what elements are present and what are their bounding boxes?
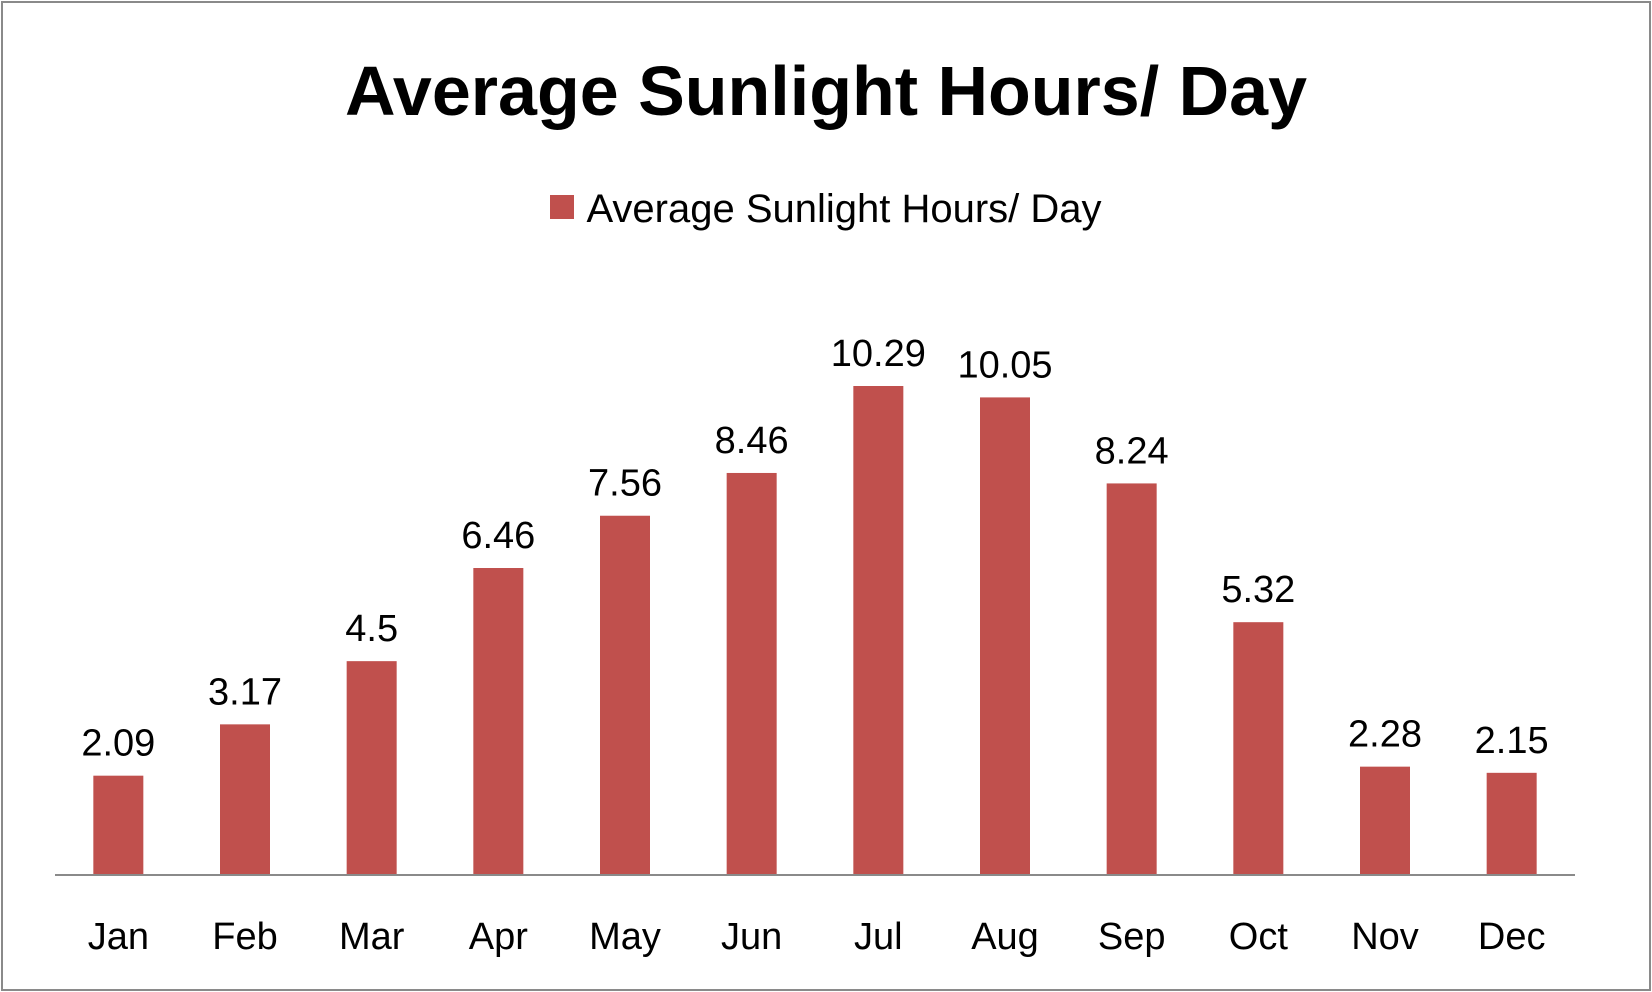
bar-dec [1486, 772, 1537, 875]
x-tick-label-jul: Jul [854, 916, 903, 958]
x-tick-label-jan: Jan [88, 916, 149, 958]
x-tick-label-jun: Jun [721, 916, 782, 958]
value-labels-group: 2.09 3.17 4.5 6.46 7.56 8.46 10.29 10.05 8.24 5.3… [81, 333, 1548, 765]
data-label-feb: 3.17 [208, 671, 282, 713]
data-label-jan: 2.09 [81, 723, 155, 765]
bar-sep [1106, 483, 1157, 875]
bar-feb [220, 724, 270, 875]
bar-aug [980, 397, 1030, 875]
legend-swatch [550, 195, 575, 220]
legend-label: Average Sunlight Hours/ Day [586, 187, 1102, 231]
data-label-may: 7.56 [588, 463, 662, 505]
bar-nov [1360, 766, 1410, 875]
x-tick-label-aug: Aug [971, 916, 1039, 958]
x-tick-label-apr: Apr [469, 916, 528, 958]
legend: Average Sunlight Hours/ Day [3, 187, 1649, 232]
data-label-jun: 8.46 [715, 420, 789, 462]
chart-title: Average Sunlight Hours/ Day [344, 52, 1308, 130]
x-tick-label-may: May [589, 916, 661, 958]
data-label-dec: 2.15 [1475, 720, 1549, 762]
bar-jul [853, 386, 904, 875]
data-label-sep: 8.24 [1095, 430, 1169, 472]
bar-mar [346, 661, 397, 875]
x-tick-label-oct: Oct [1229, 916, 1289, 958]
data-label-jul: 10.29 [831, 333, 926, 375]
x-tick-label-feb: Feb [212, 916, 277, 958]
bar-jun [726, 472, 777, 875]
data-label-apr: 6.46 [461, 515, 535, 557]
x-tick-label-sep: Sep [1098, 916, 1166, 958]
data-label-oct: 5.32 [1221, 569, 1295, 611]
plot-area: 2.09 3.17 4.5 6.46 7.56 8.46 10.29 10.05 8.24 5.3… [55, 333, 1575, 958]
data-label-nov: 2.28 [1348, 714, 1422, 756]
data-label-mar: 4.5 [345, 608, 398, 650]
x-tick-label-dec: Dec [1478, 916, 1546, 958]
bar-oct [1233, 622, 1284, 875]
bar-apr [473, 568, 524, 875]
data-label-aug: 10.05 [957, 344, 1052, 386]
x-tick-label-nov: Nov [1351, 916, 1419, 958]
bar-may [600, 515, 650, 875]
bar-jan [93, 775, 144, 875]
bars-group [93, 386, 1537, 875]
tick-labels-group: Jan Feb Mar Apr May Jun Jul Aug Sep Oct Nov Dec [88, 916, 1546, 958]
x-tick-label-mar: Mar [339, 916, 405, 958]
